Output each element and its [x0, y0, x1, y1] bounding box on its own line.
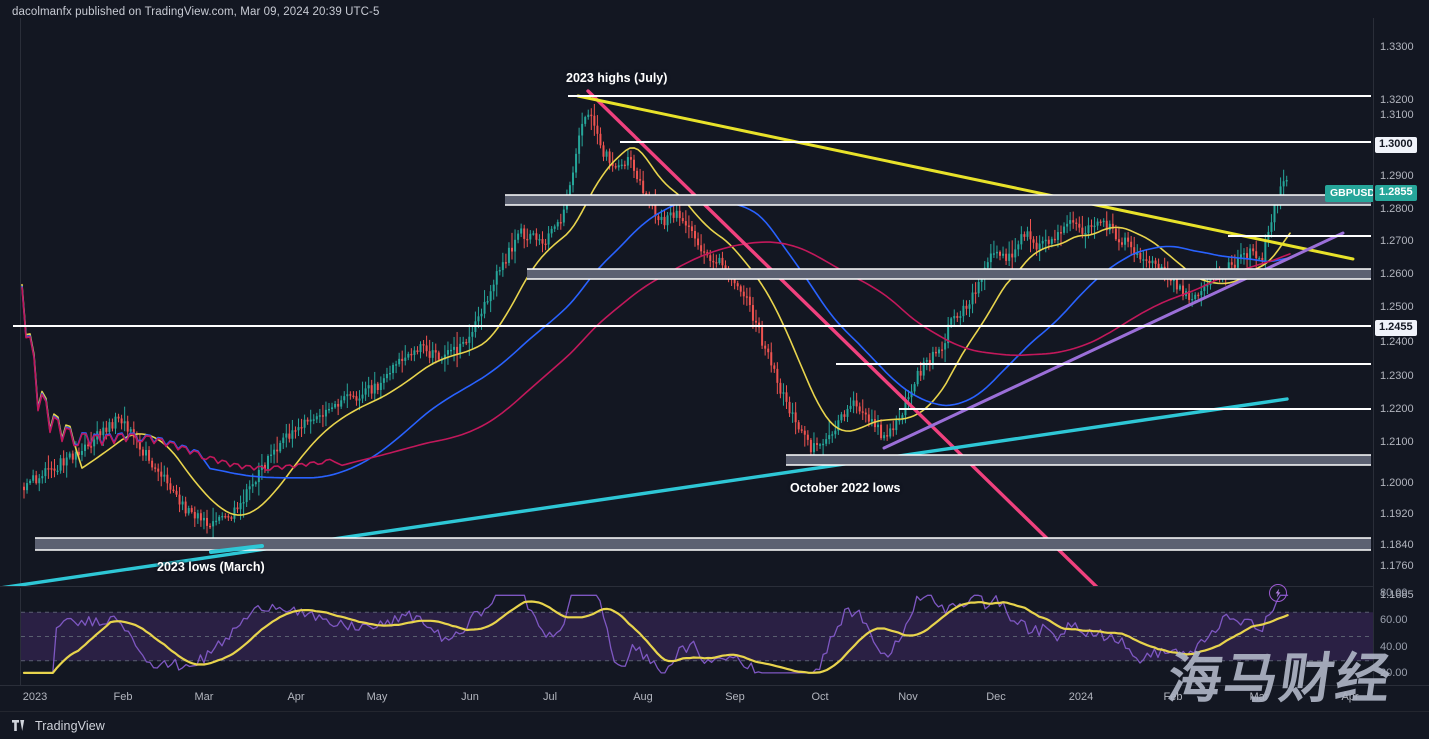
candlestick-series [23, 103, 1288, 538]
ma-blue-line [21, 198, 1291, 479]
time-tick-Mar: Mar [194, 691, 214, 703]
footer-bar: TradingView [0, 711, 1429, 739]
price-tick-1.3100: 1.3100 [1380, 109, 1414, 121]
rsi-series-layer [21, 594, 1373, 674]
pane-left-border [20, 18, 21, 586]
tradingview-mark-icon [12, 720, 25, 731]
time-tick-Mar: Mar [1249, 691, 1269, 703]
price-badge-1.2455: 1.2455 [1375, 320, 1417, 336]
time-tick-Jul: Jul [542, 691, 558, 703]
drawings-layer [1, 89, 1371, 586]
rsi-tick-60.00: 60.00 [1380, 614, 1408, 626]
price-tick-1.2300: 1.2300 [1380, 370, 1414, 382]
price-tick-1.2400: 1.2400 [1380, 336, 1414, 348]
time-tick-Sep: Sep [725, 691, 745, 703]
chart-annotation: 2023 highs (July) [566, 71, 668, 85]
zone-1.2620 [527, 269, 1371, 279]
time-tick-Apr: Apr [1341, 691, 1359, 703]
supply-zone-1.2820 [505, 195, 1371, 205]
price-series-layer [1, 89, 1371, 586]
price-tick-1.3300: 1.3300 [1380, 41, 1414, 53]
time-tick-Nov: Nov [898, 691, 918, 703]
price-tick-1.1920: 1.1920 [1380, 508, 1414, 520]
ma-red-line [21, 241, 1291, 471]
rsi-tick-20.00: 20.00 [1380, 667, 1408, 679]
price-badge-1.3000: 1.3000 [1375, 137, 1417, 153]
chart-annotation: 2023 lows (March) [157, 560, 265, 574]
price-tick-1.1685: 1.1685 [1380, 589, 1414, 601]
price-tick-1.2600: 1.2600 [1380, 268, 1414, 280]
descending-trendline-pink [586, 89, 1099, 586]
rsi-ma-line [22, 600, 1289, 674]
zone-1.2080 [786, 455, 1371, 465]
lightning-bolt-icon[interactable] [1269, 584, 1287, 602]
price-tick-1.2900: 1.2900 [1380, 170, 1414, 182]
rsi-pane[interactable] [0, 588, 1373, 685]
rsi-tick-40.00: 40.00 [1380, 641, 1408, 653]
rsi-line [23, 594, 1289, 674]
tradingview-logo[interactable]: TradingView [12, 719, 105, 733]
chart-plot-area[interactable]: 2023 highs (July) October 2022 lows 2023 l… [0, 18, 1380, 685]
rsi-tick-80.00: 80.00 [1380, 587, 1408, 599]
pane-divider [0, 586, 1373, 587]
time-tick-Oct: Oct [811, 691, 829, 703]
published-byline: dacolmanfx published on TradingView.com,… [12, 6, 380, 18]
time-tick-2024: 2024 [1068, 691, 1094, 703]
rsi-pane-left-border [20, 588, 21, 685]
time-tick-Feb: Feb [1163, 691, 1183, 703]
ma-yellow-line [21, 147, 1291, 516]
time-tick-May: May [366, 691, 388, 703]
price-tick-1.2200: 1.2200 [1380, 403, 1414, 415]
annotation-ticks [209, 544, 264, 554]
symbol-price-tag: GBPUSD [1325, 185, 1380, 202]
time-tick-2023: 2023 [22, 691, 48, 703]
ascending-trendline-cyan [1, 397, 1289, 586]
time-tick-Feb: Feb [113, 691, 133, 703]
time-tick-Jun: Jun [461, 691, 479, 703]
price-tick-1.3200: 1.3200 [1380, 94, 1414, 106]
tradingview-logo-text: TradingView [35, 719, 105, 733]
time-axis[interactable]: 2023 Feb Mar Apr May Jun Jul Aug Sep Oct Nov Dec 202… [0, 685, 1429, 711]
time-tick-Dec: Dec [986, 691, 1006, 703]
descending-trendline-yellow [576, 94, 1355, 261]
price-badge-1.2855: 1.2855 [1375, 185, 1417, 201]
price-axis[interactable]: 1.3300 1.3200 1.3100 1.3000 1.2900 1.2800 1.27… [1373, 18, 1429, 685]
lightning-glyph [1275, 588, 1281, 598]
time-tick-Apr: Apr [287, 691, 305, 703]
price-pane[interactable] [0, 18, 1373, 586]
price-tick-1.2700: 1.2700 [1380, 235, 1414, 247]
time-tick-Aug: Aug [633, 691, 653, 703]
price-tick-1.1760: 1.1760 [1380, 560, 1414, 572]
zone-1.1840 [35, 538, 1371, 550]
price-tick-1.2100: 1.2100 [1380, 436, 1414, 448]
chart-annotation: October 2022 lows [790, 481, 901, 495]
price-tick-1.1840: 1.1840 [1380, 539, 1414, 551]
price-tick-1.2800: 1.2800 [1380, 203, 1414, 215]
price-tick-1.2500: 1.2500 [1380, 301, 1414, 313]
price-tick-1.2000: 1.2000 [1380, 477, 1414, 489]
